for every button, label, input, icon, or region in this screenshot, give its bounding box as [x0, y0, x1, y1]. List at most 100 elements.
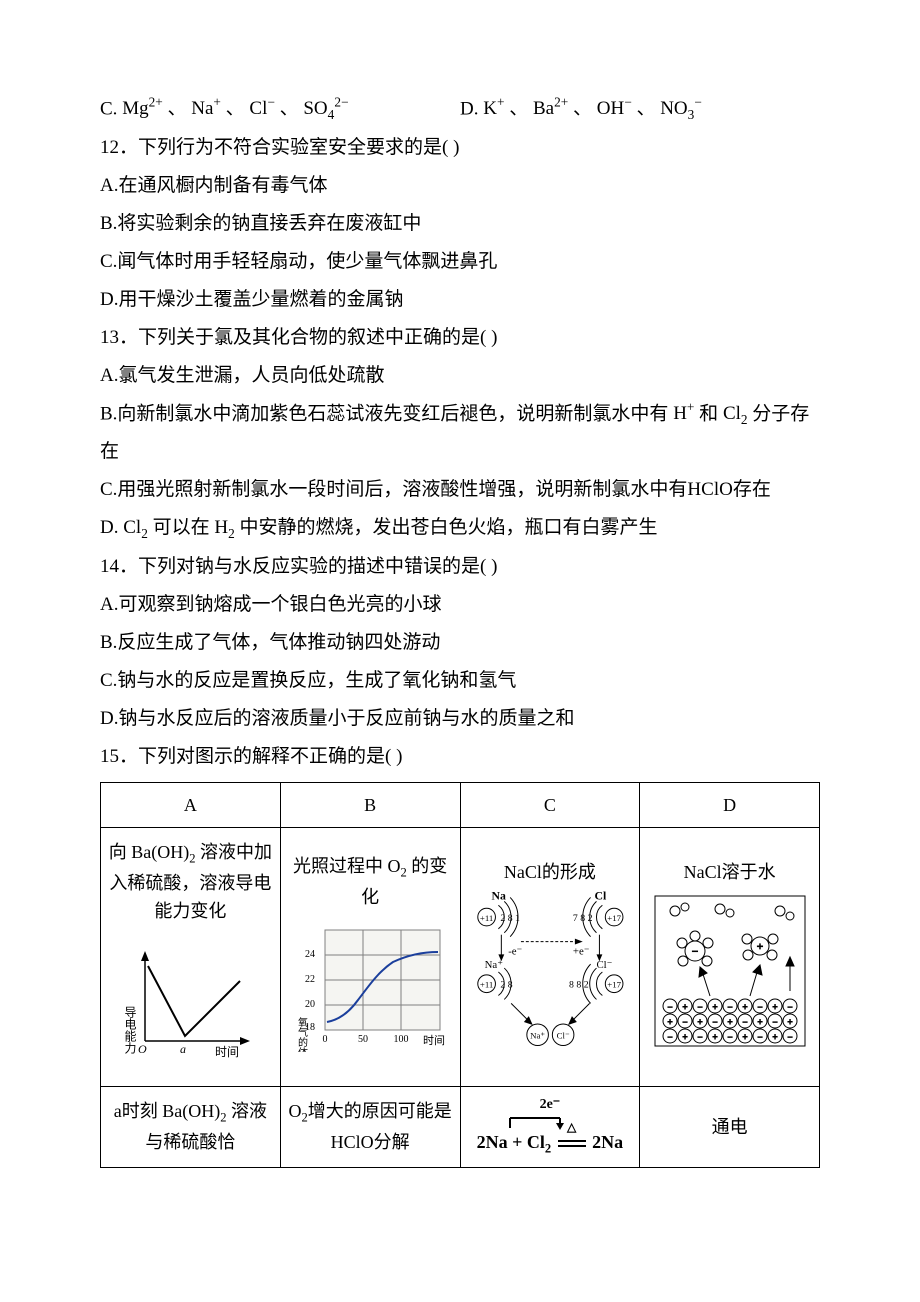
q11-options-cd: C. Mg2+ 、 Na+ 、 Cl− 、 SO42− D. K+ 、 Ba2+… — [100, 90, 820, 129]
q12-opt-c: C.闻气体时用手轻轻扇动，使少量气体飘进鼻孔 — [100, 243, 820, 281]
svg-text:7 8 2: 7 8 2 — [572, 913, 592, 924]
svg-text:20: 20 — [305, 999, 315, 1010]
q14-opt-d: D.钠与水反应后的溶液质量小于反应前钠与水的质量之和 — [100, 700, 820, 738]
svg-text:100: 100 — [393, 1034, 408, 1045]
q15-d-title: NaCl溶于水 — [646, 858, 813, 887]
q15-b-chart: 18 20 22 24 0 50 100 时间 氧气的体积分数(%) — [287, 912, 454, 1062]
svg-text:Na⁺: Na⁺ — [484, 959, 503, 971]
svg-text:+11: +11 — [479, 980, 492, 990]
q14-opt-c: C.钠与水的反应是置换反应，生成了氧化钠和氢气 — [100, 662, 820, 700]
q15-head-a: A — [101, 782, 281, 827]
q15-c-cell: NaCl的形成 Na +11 2 8 1 Cl +17 — [460, 827, 640, 1086]
svg-text:+: + — [682, 1032, 687, 1042]
svg-text:+e⁻: +e⁻ — [572, 946, 589, 958]
svg-text:−: − — [727, 1032, 732, 1042]
q15-head-c: C — [460, 782, 640, 827]
q15-stem: 15．下列对图示的解释不正确的是( ) — [100, 738, 820, 776]
q13-d-h2: H2 — [214, 517, 234, 538]
svg-text:Cl⁻: Cl⁻ — [556, 1031, 569, 1041]
svg-text:−: − — [697, 1002, 702, 1012]
svg-text:18: 18 — [305, 1022, 315, 1033]
svg-text:22: 22 — [305, 974, 315, 985]
q11-d-ions: K+ 、 Ba2+ 、 OH− 、 NO3− — [483, 98, 702, 119]
svg-text:+: + — [757, 941, 763, 953]
conductivity-chart-icon: 导电能力 O a 时间 — [120, 941, 260, 1061]
q15-a-chart: 导电能力 O a 时间 — [107, 926, 274, 1076]
nacl-dissolve-icon: − + − + − + − + − — [650, 891, 810, 1051]
svg-text:时间: 时间 — [423, 1034, 445, 1047]
svg-text:+: + — [712, 1002, 717, 1012]
svg-text:24: 24 — [305, 949, 315, 960]
q13-opt-b: B.向新制氯水中滴加紫色石蕊试液先变红后褪色，说明新制氯水中有 H+ 和 Cl2… — [100, 395, 820, 472]
q15-b-title: 光照过程中 O2 的变化 — [287, 852, 454, 912]
q12-stem: 12．下列行为不符合实验室安全要求的是( ) — [100, 129, 820, 167]
q15-b-cell: 光照过程中 O2 的变化 18 — [280, 827, 460, 1086]
svg-text:O: O — [138, 1042, 147, 1056]
q14-opt-a: A.可观察到钠熔成一个银白色光亮的小球 — [100, 586, 820, 624]
q11-opt-c: C. Mg2+ 、 Na+ 、 Cl− 、 SO42− — [100, 90, 460, 129]
svg-text:−: − — [772, 1017, 777, 1027]
svg-text:Na⁺: Na⁺ — [530, 1031, 545, 1041]
svg-text:+: + — [682, 1002, 687, 1012]
q15-c-title: NaCl的形成 — [467, 858, 634, 887]
q11-c-label: C. — [100, 98, 117, 119]
q12-opt-d: D.用干燥沙土覆盖少量燃着的金属钠 — [100, 281, 820, 319]
q15-head-b: B — [280, 782, 460, 827]
q15-head-d: D — [640, 782, 820, 827]
svg-text:8 8 2: 8 8 2 — [569, 980, 589, 991]
svg-text:Cl: Cl — [594, 890, 606, 903]
q13-d-cl2: Cl2 — [123, 517, 148, 538]
q15-header-row: A B C D — [101, 782, 820, 827]
svg-text:+: + — [772, 1032, 777, 1042]
q13-opt-c: C.用强光照射新制氯水一段时间后，溶液酸性增强，说明新制氯水中有HClO存在 — [100, 471, 820, 509]
svg-text:2 8: 2 8 — [500, 980, 512, 991]
svg-text:0: 0 — [322, 1034, 327, 1045]
q15-d-diagram: − + − + − + − + − — [646, 886, 813, 1056]
q15-row-explanations: a时刻 Ba(OH)2 溶液与稀硫酸恰 O2增大的原因可能是HClO分解 2e⁻ — [101, 1087, 820, 1168]
svg-text:+: + — [697, 1017, 702, 1027]
nacl-formation-icon: Na +11 2 8 1 Cl +17 — [467, 886, 634, 1056]
q12-opt-b: B.将实验剩余的钠直接丢弃在废液缸中 — [100, 205, 820, 243]
electron-transfer-arrow-icon — [490, 1114, 610, 1132]
svg-text:+: + — [742, 1032, 747, 1042]
svg-text:+17: +17 — [607, 913, 621, 923]
q13-d-mid1: 可以在 — [153, 517, 210, 538]
svg-text:+17: +17 — [607, 980, 621, 990]
q13-b-cl2: Cl2 — [723, 403, 748, 424]
q13-d-pre: D. — [100, 517, 118, 538]
q15-c-expl-electrons: 2e⁻ — [540, 1097, 561, 1114]
svg-text:−: − — [787, 1002, 792, 1012]
svg-text:−: − — [667, 1002, 672, 1012]
svg-text:氧气的体积分数(%): 氧气的体积分数(%) — [295, 1016, 307, 1052]
q14-opt-b: B.反应生成了气体，气体推动钠四处游动 — [100, 624, 820, 662]
o2-chart-icon: 18 20 22 24 0 50 100 时间 氧气的体积分数(%) — [293, 922, 448, 1052]
q12-opt-a: A.在通风橱内制备有毒气体 — [100, 167, 820, 205]
q15-c-diagram: Na +11 2 8 1 Cl +17 — [467, 886, 634, 1056]
svg-text:−: − — [757, 1032, 762, 1042]
q15-a-cell: 向 Ba(OH)2 溶液中加入稀硫酸，溶液导电能力变化 导电能力 O — [101, 827, 281, 1086]
q13-b-part1: B.向新制氯水中滴加紫色石蕊试液先变红后褪色，说明新制氯水中有 — [100, 403, 668, 424]
svg-text:+: + — [742, 1002, 747, 1012]
q13-opt-a: A.氯气发生泄漏，人员向低处疏散 — [100, 357, 820, 395]
svg-text:+: + — [667, 1017, 672, 1027]
svg-text:−: − — [787, 1032, 792, 1042]
svg-text:+11: +11 — [479, 913, 492, 923]
svg-text:−: − — [757, 1002, 762, 1012]
q15-c-expl-equation: 2Na + Cl2 △ 2Na — [477, 1132, 624, 1157]
svg-text:+: + — [772, 1002, 777, 1012]
svg-text:−: − — [742, 1017, 747, 1027]
q15-d-cell: NaCl溶于水 − + − + − — [640, 827, 820, 1086]
svg-text:−: − — [692, 946, 698, 958]
q15-a-expl: a时刻 Ba(OH)2 溶液与稀硫酸恰 — [101, 1087, 281, 1168]
svg-text:−: − — [712, 1017, 717, 1027]
q15-b-expl: O2增大的原因可能是HClO分解 — [280, 1087, 460, 1168]
q13-stem: 13．下列关于氯及其化合物的叙述中正确的是( ) — [100, 319, 820, 357]
q15-row-figures: 向 Ba(OH)2 溶液中加入稀硫酸，溶液导电能力变化 导电能力 O — [101, 827, 820, 1086]
q13-b-and: 和 — [699, 403, 718, 424]
svg-text:-e⁻: -e⁻ — [508, 946, 522, 958]
q13-opt-d: D. Cl2 可以在 H2 中安静的燃烧，发出苍白色火焰，瓶口有白雾产生 — [100, 509, 820, 547]
q14-stem: 14．下列对钠与水反应实验的描述中错误的是( ) — [100, 548, 820, 586]
q15-c-expl: 2e⁻ 2Na + Cl2 △ 2Na — [460, 1087, 640, 1168]
q11-c-ions: Mg2+ 、 Na+ 、 Cl− 、 SO42− — [122, 98, 348, 119]
q15-table: A B C D 向 Ba(OH)2 溶液中加入稀硫酸，溶液导电能力变化 — [100, 782, 820, 1168]
